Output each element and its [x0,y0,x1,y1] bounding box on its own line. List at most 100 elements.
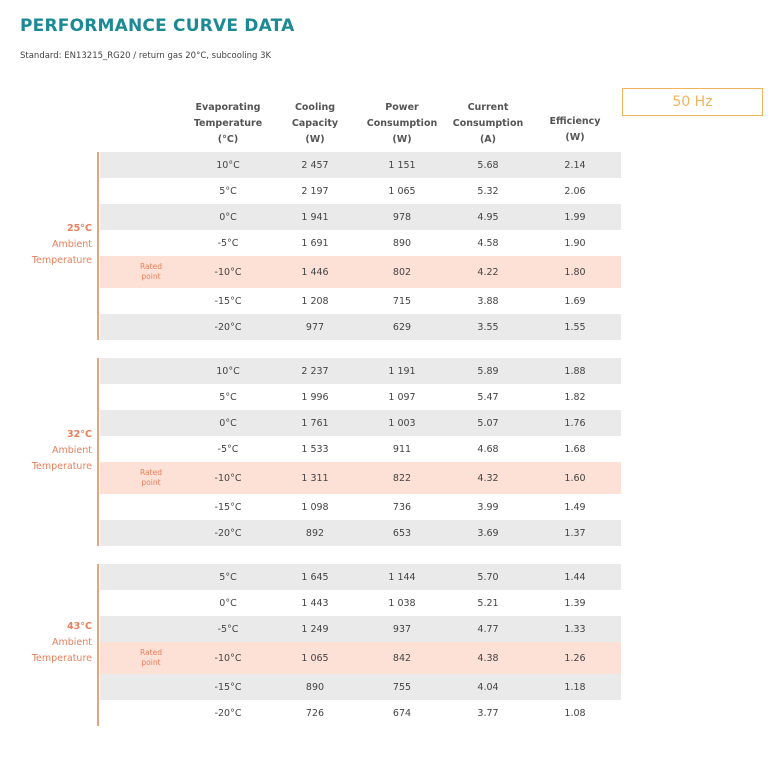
current-consumption-cell: 4.32 [477,472,499,484]
rated-point-label-line: Rated [140,262,162,271]
power-consumption-cell: 1 038 [388,597,416,609]
standard-subtitle: Standard: EN13215_RG20 / return gas 20°C… [20,51,272,61]
evap-temp-cell: -20°C [214,527,242,539]
current-consumption-cell: 3.99 [477,501,499,513]
evap-temp-cell: -5°C [217,237,239,249]
group-divider-line [97,152,99,340]
current-consumption-cell: 3.69 [477,527,499,539]
header-line: Consumption [452,118,524,129]
header-line: Efficiency [549,116,601,127]
cooling-capacity-cell: 1 443 [301,597,329,609]
evap-temp-cell: 5°C [219,571,237,583]
table-row: 5°C 1 996 1 097 5.47 1.82 [100,384,621,410]
table-row: -20°C 892 653 3.69 1.37 [100,520,621,546]
evap-temp-cell: -10°C [214,472,242,484]
ambient-temperature-text: Temperature [31,461,92,472]
evap-temp-cell: 10°C [216,159,240,171]
power-consumption-cell: 1 144 [388,571,416,583]
power-consumption-cell: 1 151 [388,159,416,171]
evap-temp-cell: 10°C [216,365,240,377]
cooling-capacity-cell: 2 237 [301,365,329,377]
evap-temp-cell: -10°C [214,652,242,664]
power-consumption-cell: 674 [392,707,412,719]
efficiency-cell: 1.26 [564,652,586,664]
cooling-capacity-cell: 1 761 [301,417,329,429]
table-row: 5°C 1 645 1 144 5.70 1.44 [100,564,621,590]
header-line: Temperature [193,118,263,129]
efficiency-cell: 1.69 [564,295,586,307]
header-line: (A) [479,134,497,145]
rated-point-label-line: point [141,478,161,487]
rated-point-label: Rated point [140,468,162,488]
current-consumption-cell: 3.77 [477,707,499,719]
cooling-capacity-cell: 1 098 [301,501,329,513]
efficiency-cell: 1.49 [564,501,586,513]
current-consumption-cell: 5.89 [477,365,499,377]
evap-temp-cell: -15°C [214,501,242,513]
evap-temp-cell: 0°C [219,211,237,223]
evap-temp-cell: -15°C [214,295,242,307]
rated-point-row: -10°C 1 065 842 4.38 1.26 [100,642,621,674]
efficiency-cell: 1.99 [564,211,586,223]
power-consumption-cell: 802 [392,266,412,278]
header-cooling-capacity: Cooling Capacity (W) [292,100,338,148]
current-consumption-cell: 4.22 [477,266,499,278]
table-row: -5°C 1 249 937 4.77 1.33 [100,616,621,642]
efficiency-cell: 1.68 [564,443,586,455]
ambient-temperature-label: 43°C Ambient Temperature [32,619,92,667]
efficiency-cell: 1.44 [564,571,586,583]
power-consumption-cell: 911 [392,443,412,455]
header-line: Current [467,102,509,113]
evap-temp-cell: 5°C [219,391,237,403]
ambient-temperature-label: 25°C Ambient Temperature [32,221,92,269]
table-row: 5°C 2 197 1 065 5.32 2.06 [100,178,621,204]
cooling-capacity-cell: 1 311 [301,472,329,484]
power-consumption-cell: 1 191 [388,365,416,377]
rated-point-row: -10°C 1 446 802 4.22 1.80 [100,256,621,288]
efficiency-cell: 1.39 [564,597,586,609]
efficiency-cell: 1.80 [564,266,586,278]
evap-temp-cell: -20°C [214,707,242,719]
cooling-capacity-cell: 1 996 [301,391,329,403]
header-current-consumption: Current Consumption (A) [453,100,523,148]
current-consumption-cell: 5.07 [477,417,499,429]
ambient-temperature-text: Ambient [51,239,92,250]
table-row: -15°C 890 755 4.04 1.18 [100,674,621,700]
header-line: Consumption [366,118,438,129]
efficiency-cell: 1.60 [564,472,586,484]
table-row: -20°C 726 674 3.77 1.08 [100,700,621,726]
table-row: 0°C 1 761 1 003 5.07 1.76 [100,410,621,436]
header-efficiency: Efficiency (W) [549,114,600,146]
power-consumption-cell: 890 [392,237,412,249]
table-row: 10°C 2 237 1 191 5.89 1.88 [100,358,621,384]
table-row: -5°C 1 691 890 4.58 1.90 [100,230,621,256]
current-consumption-cell: 5.70 [477,571,499,583]
current-consumption-cell: 4.58 [477,237,499,249]
power-consumption-cell: 736 [392,501,412,513]
power-consumption-cell: 822 [392,472,412,484]
power-consumption-cell: 653 [392,527,412,539]
header-line: Evaporating [195,102,261,113]
power-consumption-cell: 1 065 [388,185,416,197]
cooling-capacity-cell: 977 [305,321,325,333]
cooling-capacity-cell: 1 065 [301,652,329,664]
header-line: Cooling [294,102,336,113]
table-row: 0°C 1 941 978 4.95 1.99 [100,204,621,230]
table-row: 10°C 2 457 1 151 5.68 2.14 [100,152,621,178]
power-consumption-cell: 1 003 [388,417,416,429]
efficiency-cell: 1.88 [564,365,586,377]
header-power-consumption: Power Consumption (W) [367,100,437,148]
efficiency-cell: 1.37 [564,527,586,539]
efficiency-cell: 1.55 [564,321,586,333]
efficiency-cell: 1.33 [564,623,586,635]
rated-point-label-line: point [141,658,161,667]
header-line: (W) [305,134,325,145]
ambient-temperature-text: Ambient [51,445,92,456]
header-line: Power [385,102,419,113]
header-line: (W) [565,132,585,143]
page-title: PERFORMANCE CURVE DATA [20,16,295,36]
ambient-temperature-value: 25°C [67,223,92,234]
efficiency-cell: 2.14 [564,159,586,171]
header-line: (°C) [217,134,239,145]
evap-temp-cell: -5°C [217,623,239,635]
